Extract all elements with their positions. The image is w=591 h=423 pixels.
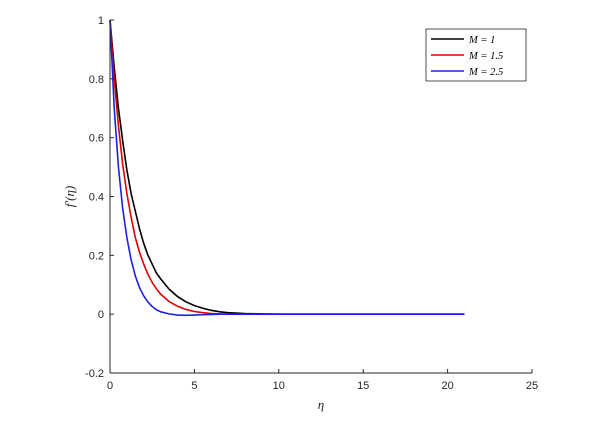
legend: M = 1 M = 1.5 M = 2.5 (425, 28, 527, 82)
series-layer (109, 19, 465, 317)
x-tick-label: 15 (357, 380, 369, 392)
legend-label-2: M = 1.5 (468, 51, 503, 62)
x-tick-label: 20 (441, 380, 453, 392)
y-tick-label: 0.8 (89, 74, 104, 86)
x-tick-label: 25 (526, 380, 538, 392)
y-tick-label: 0.6 (89, 133, 104, 145)
x-tick-label: 0 (107, 380, 113, 392)
x-tick-label: 10 (273, 380, 285, 392)
x-tick-label: 5 (191, 380, 197, 392)
y-tick-label: 0.4 (89, 192, 104, 204)
legend-label-3: M = 2.5 (468, 67, 503, 78)
x-axis-label: η (318, 397, 324, 412)
y-tick-label: 0.2 (89, 250, 104, 262)
y-axis-label: f′(η) (62, 186, 77, 208)
ticks-layer: 0 5 10 15 20 25-0.200.20.40.60.81 (85, 15, 538, 392)
legend-label-1: M = 1 (468, 35, 495, 46)
y-tick-label: 0 (98, 309, 104, 321)
series-line-3 (109, 19, 465, 317)
y-tick-label: -0.2 (85, 368, 104, 380)
y-tick-label: 1 (98, 15, 104, 27)
